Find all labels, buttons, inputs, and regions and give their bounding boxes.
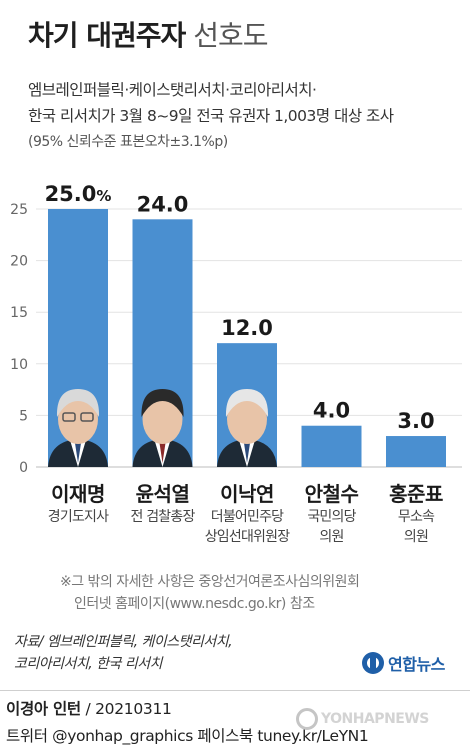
footnote-line-1: ※그 밖의 자세한 사항은 중앙선거여론조사심의위원회 [60, 574, 360, 590]
subtitle-line-2: 한국 리서치가 3월 8~9일 전국 유권자 1,003명 대상 조사 [28, 107, 394, 125]
y-tick-label-10: 10 [10, 357, 28, 373]
value-unit: % [96, 187, 111, 205]
source-line-2: 코리아리서치, 한국 리서치 [14, 656, 163, 672]
candidate-name-0: 이재명 [51, 482, 105, 506]
value-label-1: 24.0 [137, 192, 189, 216]
photo-tie-2 [244, 443, 250, 463]
watermark-icon [296, 708, 318, 730]
candidate-role-3-1: 의원 [319, 529, 344, 545]
photo-tie-1 [159, 443, 166, 463]
bar-chart: 0 5 10 15 20 25 25.0% 24.0 12.0 4.0 3.0 [10, 182, 462, 476]
candidate-name-3: 안철수 [304, 482, 359, 506]
source-line-1: 자료/ 엠브레인퍼블릭, 케이스탯리서치, [14, 634, 233, 650]
candidate-role-2-1: 상임선대위원장 [204, 529, 290, 545]
credit-date: / 20210311 [85, 700, 172, 718]
title-bold: 차기 대권주자 [28, 19, 186, 52]
bar-3 [301, 425, 362, 467]
watermark: YONHAPNEWS [296, 708, 429, 730]
photo-tie-0 [75, 443, 81, 463]
footnote-line-2: 인터넷 홈페이지(www.nesdc.go.kr) 참조 [74, 596, 315, 612]
yonhap-logo-text: 연합뉴스 [388, 655, 445, 674]
photo-glasses-right-0 [80, 412, 94, 422]
footnote: ※그 밖의 자세한 사항은 중앙선거여론조사심의위원회 인터넷 홈페이지(www… [60, 571, 360, 615]
candidate-photo-0 [48, 389, 108, 467]
source-note: 자료/ 엠브레인퍼블릭, 케이스탯리서치, 코리아리서치, 한국 리서치 [14, 631, 233, 675]
candidate-role-0-0: 경기도지사 [47, 509, 109, 525]
chart-title: 차기 대권주자 선호도 [28, 14, 269, 54]
bar-4 [386, 436, 446, 467]
y-tick-label-5: 5 [19, 408, 28, 424]
photo-hair-0 [56, 389, 100, 417]
candidate-name-4: 홍준표 [389, 482, 443, 506]
y-tick-label-25: 25 [10, 202, 28, 218]
candidate-role-2-0: 더불어민주당 [210, 509, 284, 525]
candidate-name-1: 윤석열 [135, 482, 190, 506]
y-tick-label-15: 15 [10, 305, 28, 321]
title-light: 선호도 [193, 19, 268, 52]
value-label-2: 12.0 [221, 316, 273, 340]
candidate-role-3-0: 국민의당 [307, 509, 356, 525]
subtitle-line-3: (95% 신뢰수준 표본오차±3.1%p) [28, 134, 228, 150]
subtitle-line-1: 엠브레인퍼블릭·케이스탯리서치·코리아리서치· [28, 81, 317, 99]
value-label-4: 3.0 [397, 409, 434, 433]
candidate-photo-2 [217, 389, 277, 467]
yonhap-logo-icon [362, 652, 384, 674]
candidate-photo-1 [132, 389, 193, 467]
yonhap-logo: 연합뉴스 [362, 651, 445, 675]
y-tick-label-0: 0 [19, 460, 28, 476]
candidate-role-1-0: 전 검찰총장 [130, 509, 195, 525]
footer-divider [0, 690, 470, 691]
value-label-0: 25.0% [45, 182, 112, 206]
y-tick-label-20: 20 [10, 254, 28, 270]
credit-author: 이경아 인턴 [6, 700, 81, 718]
value-label-3: 4.0 [313, 399, 350, 423]
social-links: 트위터 @yonhap_graphics 페이스북 tuney.kr/LeYN1 [6, 727, 369, 745]
watermark-text: YONHAPNEWS [321, 711, 429, 727]
candidate-name-2: 이낙연 [220, 482, 274, 506]
photo-glasses-left-0 [62, 412, 76, 422]
photo-hair-2 [225, 389, 269, 417]
credit-line: 이경아 인턴 / 20210311 [6, 697, 172, 719]
photo-face-1 [142, 394, 183, 444]
photo-face-0 [58, 394, 98, 444]
candidate-role-4-0: 무소속 [397, 509, 435, 525]
candidate-role-4-1: 의원 [403, 529, 429, 545]
photo-face-2 [227, 394, 267, 444]
photo-hair-1 [141, 389, 184, 417]
